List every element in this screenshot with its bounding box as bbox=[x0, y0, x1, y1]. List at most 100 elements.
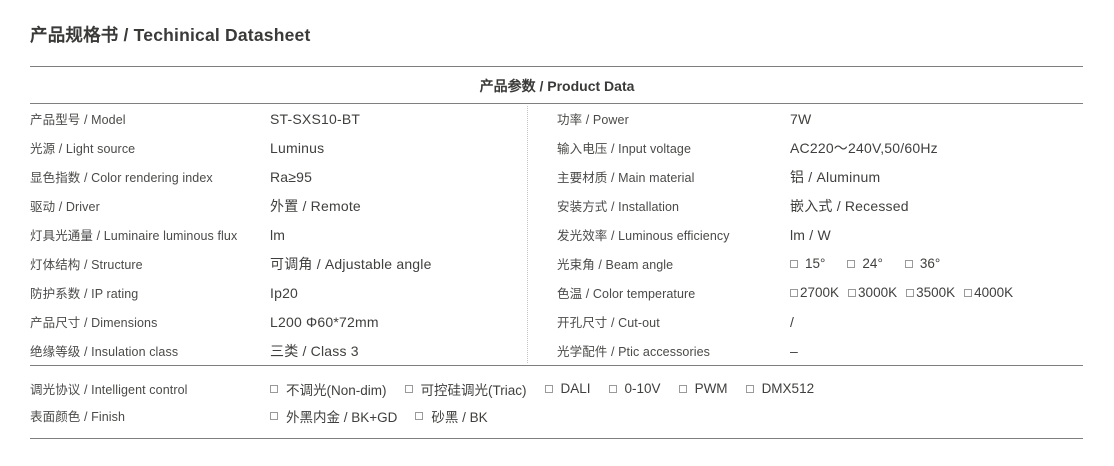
spec-label: 驱动 / Driver bbox=[30, 200, 100, 214]
checkbox-icon bbox=[904, 259, 913, 268]
spec-row-finish: 表面颜色 / Finish 外黑内金 / BK+GD 砂黑 / BK bbox=[30, 402, 1083, 429]
option-label: 0-10V bbox=[624, 381, 661, 396]
option-label: 3000K bbox=[858, 285, 898, 300]
checkbox-icon bbox=[745, 384, 754, 393]
spec-row-dimming-protocol: 调光协议 / Intelligent control 不调光(Non-dim) … bbox=[30, 375, 1083, 402]
option-label: 24° bbox=[862, 256, 883, 271]
page-title: 产品规格书 / Techinical Datasheet bbox=[30, 25, 311, 45]
spec-label: 功率 / Power bbox=[557, 113, 629, 127]
checkbox-icon bbox=[790, 259, 798, 268]
spec-label: 色温 / Color temperature bbox=[557, 287, 696, 301]
spec-value: – bbox=[790, 342, 798, 359]
spec-label: 产品型号 / Model bbox=[30, 113, 126, 127]
spec-value: 嵌入式 / Recessed bbox=[790, 197, 909, 214]
spec-row-color-temperature: 色温 / Color temperature 2700K 3000K 3500K… bbox=[557, 278, 1083, 307]
spec-value: 可调角 / Adjustable angle bbox=[270, 255, 432, 272]
option-label: 15° bbox=[805, 256, 826, 271]
option-finish-bk: 砂黑 / BK bbox=[415, 406, 488, 426]
option-label: 2700K bbox=[800, 285, 840, 300]
dimming-options: 不调光(Non-dim) 可控硅调光(Triac) DALI 0-10V PWM… bbox=[270, 379, 832, 399]
option-cct-4000k: 4000K bbox=[964, 285, 1013, 300]
option-label: 36° bbox=[919, 256, 941, 271]
spec-label: 光源 / Light source bbox=[30, 142, 136, 156]
spec-label: 发光效率 / Luminous efficiency bbox=[557, 229, 730, 243]
option-cct-2700k: 2700K bbox=[790, 285, 839, 300]
spec-label: 产品尺寸 / Dimensions bbox=[30, 316, 158, 330]
option-label: 3500K bbox=[916, 285, 956, 300]
spec-label: 输入电压 / Input voltage bbox=[557, 142, 692, 156]
spec-value: / bbox=[790, 313, 795, 330]
option-beam-15: 15° bbox=[790, 256, 825, 271]
spec-row-luminous-flux: 灯具光通量 / Luminaire luminous flux lm bbox=[30, 220, 520, 249]
spec-label: 安装方式 / Installation bbox=[557, 200, 680, 214]
spec-label: 灯体结构 / Structure bbox=[30, 258, 143, 272]
divider-table-bottom bbox=[30, 365, 1083, 366]
option-label: 4000K bbox=[974, 285, 1014, 300]
spec-label: 调光协议 / Intelligent control bbox=[30, 383, 188, 397]
spec-label: 开孔尺寸 / Cut-out bbox=[557, 316, 660, 330]
column-dotted-divider bbox=[527, 106, 528, 363]
checkbox-icon bbox=[790, 288, 798, 297]
spec-row-efficiency: 发光效率 / Luminous efficiency lm / W bbox=[557, 220, 1083, 249]
spec-value: Ra≥95 bbox=[270, 168, 313, 185]
beam-angle-options: 15° 24° 36° bbox=[790, 256, 962, 271]
checkbox-icon bbox=[608, 384, 617, 393]
spec-row-model: 产品型号 / Model ST-SXS10-BT bbox=[30, 104, 520, 133]
spec-row-driver: 驱动 / Driver 外置 / Remote bbox=[30, 191, 520, 220]
spec-value: 外置 / Remote bbox=[270, 197, 361, 214]
option-cct-3500k: 3500K bbox=[906, 285, 955, 300]
option-cct-3000k: 3000K bbox=[848, 285, 897, 300]
section-title: 产品参数 / Product Data bbox=[479, 78, 635, 94]
option-label: DALI bbox=[560, 381, 591, 396]
spec-label: 光学配件 / Ptic accessories bbox=[557, 345, 711, 359]
spec-label: 灯具光通量 / Luminaire luminous flux bbox=[30, 229, 238, 243]
checkbox-icon bbox=[404, 384, 413, 393]
spec-label: 光束角 / Beam angle bbox=[557, 258, 674, 272]
option-pwm: PWM bbox=[678, 381, 728, 396]
spec-row-optic-accessories: 光学配件 / Ptic accessories – bbox=[557, 336, 1083, 365]
option-0-10v: 0-10V bbox=[608, 381, 661, 396]
spec-label: 主要材质 / Main material bbox=[557, 171, 695, 185]
spec-value: Ip20 bbox=[270, 284, 299, 301]
checkbox-icon bbox=[964, 288, 973, 297]
option-beam-36: 36° bbox=[904, 256, 941, 271]
spec-row-light-source: 光源 / Light source Luminus bbox=[30, 133, 520, 162]
option-dmx512: DMX512 bbox=[745, 381, 814, 396]
spec-value: 7W bbox=[790, 110, 812, 127]
finish-options: 外黑内金 / BK+GD 砂黑 / BK bbox=[270, 406, 506, 426]
option-label: 砂黑 / BK bbox=[431, 409, 488, 425]
checkbox-icon bbox=[544, 384, 553, 393]
option-dali: DALI bbox=[544, 381, 591, 396]
divider-top bbox=[30, 66, 1083, 67]
spec-row-main-material: 主要材质 / Main material 铝 / Aluminum bbox=[557, 162, 1083, 191]
spec-label: 防护系数 / IP rating bbox=[30, 287, 139, 301]
spec-value: L200 Φ60*72mm bbox=[270, 313, 379, 330]
option-label: 可控硅调光(Triac) bbox=[420, 382, 527, 398]
checkbox-icon bbox=[906, 288, 915, 297]
checkbox-icon bbox=[415, 411, 424, 420]
spec-row-power: 功率 / Power 7W bbox=[557, 104, 1083, 133]
spec-label: 表面颜色 / Finish bbox=[30, 410, 126, 424]
spec-label: 绝缘等级 / Insulation class bbox=[30, 345, 179, 359]
spec-row-dimensions: 产品尺寸 / Dimensions L200 Φ60*72mm bbox=[30, 307, 520, 336]
checkbox-icon bbox=[270, 384, 278, 393]
option-label: 不调光(Non-dim) bbox=[286, 382, 387, 398]
checkbox-icon bbox=[848, 288, 857, 297]
divider-bottom bbox=[30, 438, 1083, 439]
spec-row-cri: 显色指数 / Color rendering index Ra≥95 bbox=[30, 162, 520, 191]
spec-column-left: 产品型号 / Model ST-SXS10-BT 光源 / Light sour… bbox=[30, 104, 520, 365]
divider-header bbox=[30, 103, 1083, 104]
option-label: 外黑内金 / BK+GD bbox=[286, 409, 398, 425]
option-non-dim: 不调光(Non-dim) bbox=[270, 379, 387, 399]
bottom-section: 调光协议 / Intelligent control 不调光(Non-dim) … bbox=[30, 375, 1083, 429]
checkbox-icon bbox=[678, 384, 687, 393]
spec-label: 显色指数 / Color rendering index bbox=[30, 171, 213, 185]
spec-value: Luminus bbox=[270, 139, 325, 156]
spec-row-input-voltage: 输入电压 / Input voltage AC220～240V,50/60Hz bbox=[557, 133, 1083, 162]
color-temperature-options: 2700K 3000K 3500K 4000K bbox=[790, 285, 1022, 300]
checkbox-icon bbox=[270, 411, 278, 420]
option-finish-bk-gd: 外黑内金 / BK+GD bbox=[270, 406, 397, 426]
option-triac: 可控硅调光(Triac) bbox=[404, 379, 527, 399]
spec-row-insulation: 绝缘等级 / Insulation class 三类 / Class 3 bbox=[30, 336, 520, 365]
